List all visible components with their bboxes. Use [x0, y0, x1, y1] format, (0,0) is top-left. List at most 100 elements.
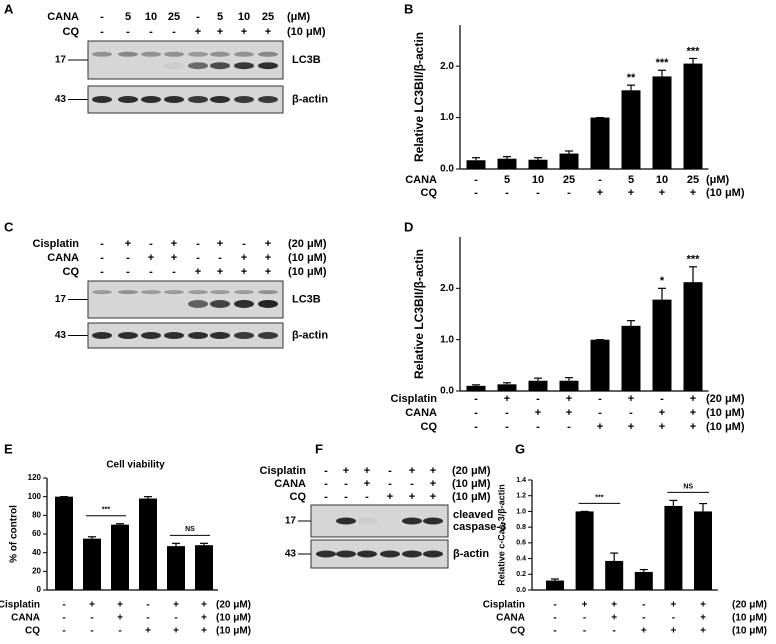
blot-band: [188, 62, 208, 70]
y-tick-label: 2.0: [440, 283, 454, 294]
condition-label: +: [611, 600, 617, 611]
condition-label: -: [324, 478, 328, 490]
condition-unit: (10 μM): [706, 421, 745, 433]
blot-band: [92, 96, 112, 103]
condition-label: -: [100, 266, 104, 278]
band-label: β-actin: [292, 329, 328, 341]
bar: [605, 560, 624, 590]
blot-band: [258, 299, 278, 308]
mw-marker: 43: [55, 330, 67, 341]
condition-name: CANA: [274, 478, 306, 490]
condition-label: -: [324, 491, 328, 503]
band-label: β-actin: [292, 93, 328, 105]
condition-label: +: [173, 626, 179, 637]
panel-letter: D: [404, 219, 413, 234]
condition-label: +: [195, 266, 201, 278]
condition-label: -: [598, 174, 602, 186]
condition-name: CQ: [63, 26, 80, 38]
panel-letter: G: [515, 441, 525, 456]
condition-name: CANA: [405, 407, 437, 419]
condition-label: 5: [504, 174, 510, 186]
condition-label: +: [700, 626, 706, 637]
condition-name: Cisplatin: [483, 600, 525, 611]
condition-label: +: [659, 407, 665, 419]
condition-label: -: [474, 174, 478, 186]
condition-label: -: [553, 626, 556, 637]
condition-unit: (10 μM): [216, 626, 251, 637]
blot-band: [118, 332, 138, 339]
condition-label: -: [196, 11, 200, 23]
bar: [528, 159, 548, 169]
y-tick-label: 40: [32, 548, 41, 557]
condition-name: CANA: [11, 613, 40, 624]
condition-label: +: [670, 600, 676, 611]
bar: [466, 385, 486, 391]
condition-unit: (20 μM): [216, 600, 251, 611]
blot-band: [210, 299, 230, 308]
condition-label: -: [149, 26, 153, 38]
blot-band: [188, 51, 208, 57]
panel-letter: B: [404, 1, 413, 16]
condition-label: -: [553, 600, 556, 611]
y-tick-label: 20: [32, 566, 41, 575]
blot-band: [141, 290, 161, 295]
blot-band: [188, 96, 208, 103]
condition-label: +: [241, 252, 247, 264]
condition-unit: (10 μM): [288, 252, 327, 264]
significance: ***: [102, 507, 110, 514]
y-tick-label: 120: [28, 473, 42, 482]
blot-band: [258, 332, 278, 339]
blot-band: [234, 62, 254, 70]
condition-label: -: [344, 491, 348, 503]
y-tick-label: 0.8: [516, 524, 526, 531]
condition-label: +: [504, 393, 510, 405]
blot-band: [234, 299, 254, 308]
condition-label: +: [690, 393, 696, 405]
bar: [664, 505, 683, 590]
blot-band: [357, 517, 377, 525]
condition-label: 5: [125, 11, 131, 23]
condition-unit: (10 μM): [706, 407, 745, 419]
condition-label: -: [598, 407, 602, 419]
condition-label: 25: [262, 11, 274, 23]
condition-label: 10: [238, 11, 250, 23]
condition-unit: (10 μM): [452, 491, 491, 503]
y-tick-label: 0.6: [516, 540, 526, 547]
condition-name: CANA: [405, 174, 437, 186]
condition-label: +: [125, 238, 131, 250]
blot-band: [234, 51, 254, 57]
condition-label: +: [566, 407, 572, 419]
band-label: β-actin: [453, 548, 489, 560]
condition-label: +: [670, 626, 676, 637]
blot-band: [423, 550, 443, 558]
y-tick-label: 1.0: [516, 508, 526, 515]
condition-label: +: [265, 252, 271, 264]
blot-band: [141, 51, 161, 57]
condition-label: +: [659, 187, 665, 199]
y-tick-label: 2.0: [440, 61, 454, 72]
condition-label: +: [641, 626, 647, 637]
condition-label: -: [100, 252, 104, 264]
significance: ***: [656, 57, 670, 69]
bar: [652, 76, 672, 169]
condition-label: -: [505, 407, 509, 419]
condition-label: -: [62, 626, 65, 637]
condition-label: -: [536, 421, 540, 433]
condition-label: +: [628, 187, 634, 199]
condition-label: +: [171, 252, 177, 264]
y-tick-label: 0.2: [516, 571, 526, 578]
condition-label: -: [598, 393, 602, 405]
condition-unit: (20 μM): [452, 465, 491, 477]
condition-unit: (20 μM): [288, 238, 327, 250]
blot-band: [210, 96, 230, 103]
y-axis-label: Relative LC3BII/β-actin: [412, 249, 426, 379]
condition-label: +: [117, 600, 123, 611]
blot-band: [188, 332, 208, 339]
condition-label: +: [566, 393, 572, 405]
band-label: LC3B: [292, 54, 321, 66]
condition-label: -: [672, 613, 675, 624]
condition-name: Cisplatin: [0, 600, 40, 611]
condition-label: +: [700, 600, 706, 611]
blot-band: [423, 517, 443, 525]
blot-membrane: [87, 280, 284, 319]
